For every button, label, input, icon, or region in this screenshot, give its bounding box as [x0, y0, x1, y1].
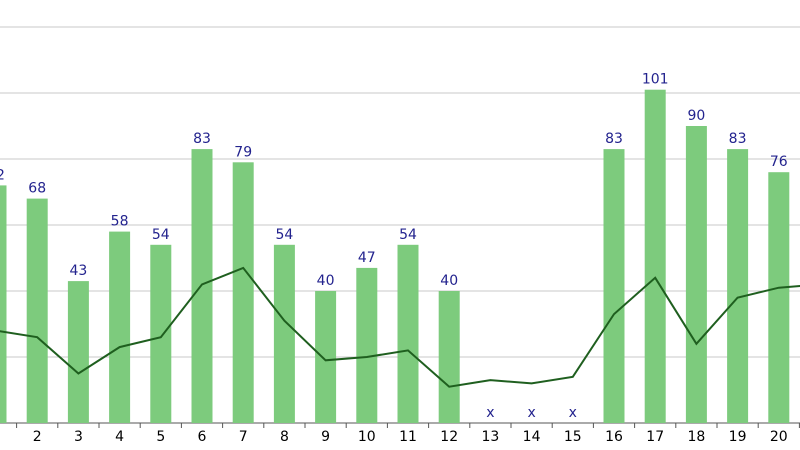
x-tick-label: 14: [523, 429, 541, 445]
value-label: 54: [275, 227, 293, 243]
bar: [26, 198, 48, 423]
value-label: x: [569, 405, 577, 421]
value-label: 72: [0, 167, 5, 183]
x-tick-label: 6: [198, 429, 207, 445]
value-label: 83: [605, 131, 623, 147]
x-tick-label: 11: [399, 429, 417, 445]
x-tick-label: 3: [74, 429, 83, 445]
bar: [232, 162, 254, 424]
x-tick-label: 5: [156, 429, 165, 445]
value-label: 101: [642, 72, 669, 88]
x-tick-label: 17: [646, 429, 664, 445]
x-tick-label: 2: [33, 429, 42, 445]
x-tick-label: 20: [770, 429, 788, 445]
bar: [397, 244, 419, 423]
x-tick-label: 9: [321, 429, 330, 445]
value-label: 83: [729, 131, 747, 147]
bar: [356, 267, 378, 423]
value-label: 47: [358, 250, 376, 266]
bar: [0, 185, 7, 423]
value-label: 90: [687, 108, 705, 124]
line: [0, 266, 800, 388]
value-label: 54: [152, 227, 170, 243]
value-label: 76: [770, 154, 788, 170]
value-label: 54: [399, 227, 417, 243]
x-tick-label: 10: [358, 429, 376, 445]
bar: [644, 89, 666, 423]
value-label: 40: [440, 273, 458, 289]
bar: [109, 231, 131, 423]
x-tick-label: 19: [729, 429, 747, 445]
x-tick-label: 4: [115, 429, 124, 445]
bar: [727, 149, 749, 423]
bar: [603, 149, 625, 423]
x-tick-label: 15: [564, 429, 582, 445]
bar: [67, 281, 89, 423]
bar: [150, 244, 172, 423]
value-label: x: [486, 405, 494, 421]
bar: [768, 172, 790, 423]
x-tick-label: 12: [440, 429, 458, 445]
bar: [273, 244, 295, 423]
value-label: 68: [28, 181, 46, 197]
value-label: 79: [234, 144, 252, 160]
value-label: x: [527, 405, 535, 421]
bar: [191, 149, 213, 423]
value-label: 40: [317, 273, 335, 289]
x-tick-label: 13: [481, 429, 499, 445]
bar: [685, 126, 707, 423]
bar: [438, 291, 460, 423]
value-label: 43: [69, 263, 87, 279]
x-tick-label: 18: [687, 429, 705, 445]
value-label: 83: [193, 131, 211, 147]
value-label: 58: [111, 214, 129, 230]
x-tick-label: 7: [239, 429, 248, 445]
x-tick-label: 16: [605, 429, 623, 445]
x-tick-label: 8: [280, 429, 289, 445]
bar: [315, 291, 337, 423]
